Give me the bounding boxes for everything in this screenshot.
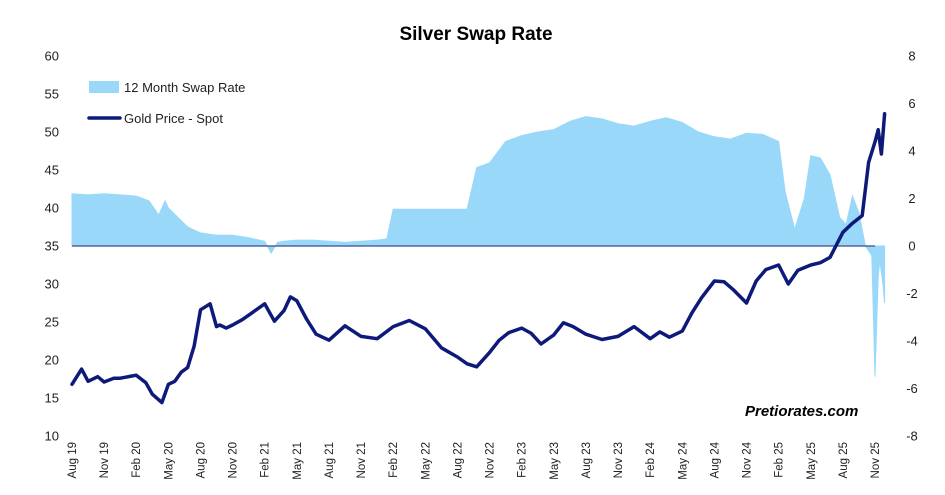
x-tick-label: Aug 25	[838, 442, 850, 478]
y-right-tick: -4	[906, 334, 918, 349]
y-right-tick: 2	[908, 191, 915, 206]
y-left-tick: 20	[45, 353, 59, 368]
legend: 12 Month Swap Rate Gold Price - Spot	[87, 80, 245, 126]
x-tick-label: Feb 25	[774, 442, 786, 478]
plot-area	[70, 112, 887, 405]
x-tick-label: Aug 24	[709, 441, 721, 478]
x-tick-label: May 22	[420, 442, 432, 480]
swap-rate-area	[71, 116, 886, 377]
x-tick-label: Aug 23	[581, 442, 593, 478]
y-right-tick: -2	[906, 286, 918, 301]
left-axis: 10 15 20 25 30 35 40 45 50 55 60	[45, 49, 59, 444]
x-tick-label: May 21	[292, 442, 304, 480]
y-right-tick: 6	[908, 96, 915, 111]
x-tick-label: May 23	[549, 442, 561, 480]
right-axis: -8 -6 -4 -2 0 2 4 6 8	[906, 49, 918, 444]
legend-gold-label: Gold Price - Spot	[124, 111, 223, 126]
y-left-tick: 45	[45, 163, 59, 178]
y-left-tick: 35	[45, 239, 59, 254]
x-tick-label: Nov 21	[356, 442, 368, 478]
y-left-tick: 40	[45, 201, 59, 216]
x-tick-label: Feb 20	[131, 442, 143, 478]
legend-swap-swatch	[89, 81, 119, 93]
x-tick-label: Nov 24	[742, 441, 754, 478]
y-left-tick: 25	[45, 315, 59, 330]
x-tick-label: Feb 22	[388, 442, 400, 478]
x-tick-label: Feb 23	[517, 442, 529, 478]
y-left-tick: 50	[45, 125, 59, 140]
x-tick-label: Nov 25	[870, 442, 882, 478]
y-right-tick: 4	[908, 144, 915, 159]
x-tick-label: Nov 19	[99, 442, 111, 478]
y-right-tick: 8	[908, 49, 915, 64]
watermark: Pretiorates.com	[745, 403, 858, 420]
x-tick-label: Nov 20	[228, 442, 240, 478]
x-tick-label: May 20	[163, 442, 175, 480]
y-left-tick: 10	[45, 429, 59, 444]
y-left-tick: 60	[45, 49, 59, 64]
x-tick-label: May 25	[806, 442, 818, 480]
chart-title: Silver Swap Rate	[399, 24, 552, 45]
x-tick-label: Nov 23	[613, 442, 625, 478]
y-left-tick: 30	[45, 277, 59, 292]
x-tick-label: Nov 22	[485, 442, 497, 478]
y-left-tick: 15	[45, 391, 59, 406]
x-tick-label: Aug 21	[324, 442, 336, 478]
x-tick-label: Aug 19	[67, 442, 79, 478]
y-right-tick: -6	[906, 381, 918, 396]
x-tick-label: Aug 22	[452, 442, 464, 478]
legend-swap-label: 12 Month Swap Rate	[124, 80, 245, 95]
y-right-tick: -8	[906, 429, 918, 444]
x-tick-label: Feb 21	[260, 442, 272, 478]
gold-price-line	[70, 112, 887, 405]
y-right-tick: 0	[908, 239, 915, 254]
x-tick-label: Feb 24	[645, 441, 657, 477]
x-axis: Aug 19 Nov 19 Feb 20 May 20 Aug 20 Nov 20 Feb …	[67, 441, 882, 479]
y-left-tick: 55	[45, 87, 59, 102]
x-tick-label: Aug 20	[196, 442, 208, 478]
x-tick-label: May 24	[677, 441, 689, 479]
